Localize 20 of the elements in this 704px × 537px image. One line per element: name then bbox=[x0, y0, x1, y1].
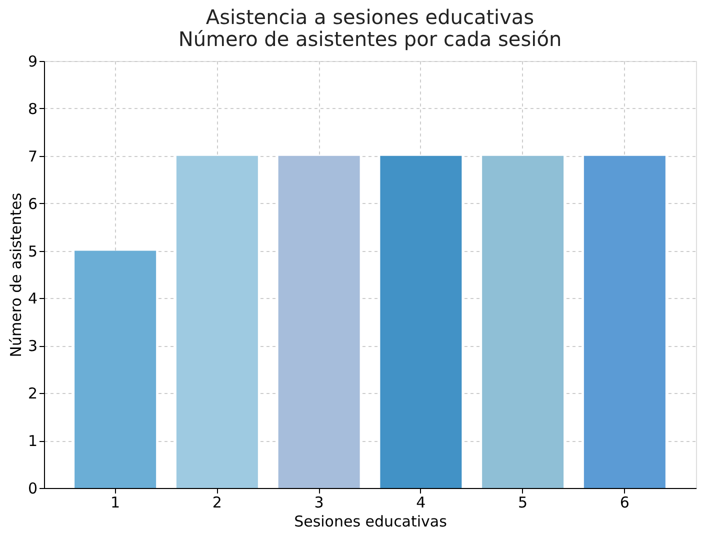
x-tick-label: 3 bbox=[314, 494, 324, 512]
y-tick-label: 9 bbox=[28, 52, 38, 70]
y-tick-label: 6 bbox=[28, 194, 38, 213]
y-tick-label: 4 bbox=[28, 290, 38, 308]
text: Número de asistentes por cada sesión bbox=[178, 27, 562, 51]
x-axis-title: Sesiones educativas bbox=[294, 512, 448, 530]
y-tick-label: 0 bbox=[28, 480, 38, 498]
text: Asistencia a sesiones educativas bbox=[206, 5, 534, 29]
y-tick-label: 5 bbox=[28, 242, 38, 260]
y-tick-label: 3 bbox=[28, 337, 38, 356]
x-tick-label: 4 bbox=[416, 494, 426, 512]
y-tick-label: 1 bbox=[28, 432, 38, 450]
y-tick-label: 7 bbox=[28, 147, 38, 166]
y-tick-label: 2 bbox=[28, 384, 38, 403]
x-tick-label: 2 bbox=[212, 494, 222, 512]
y-axis-title: Número de asistentes bbox=[6, 192, 25, 358]
y-tick-label: 8 bbox=[28, 100, 38, 118]
x-tick-label: 6 bbox=[620, 494, 630, 512]
x-tick-label: 1 bbox=[110, 494, 120, 512]
x-tick-label: 5 bbox=[518, 494, 528, 512]
